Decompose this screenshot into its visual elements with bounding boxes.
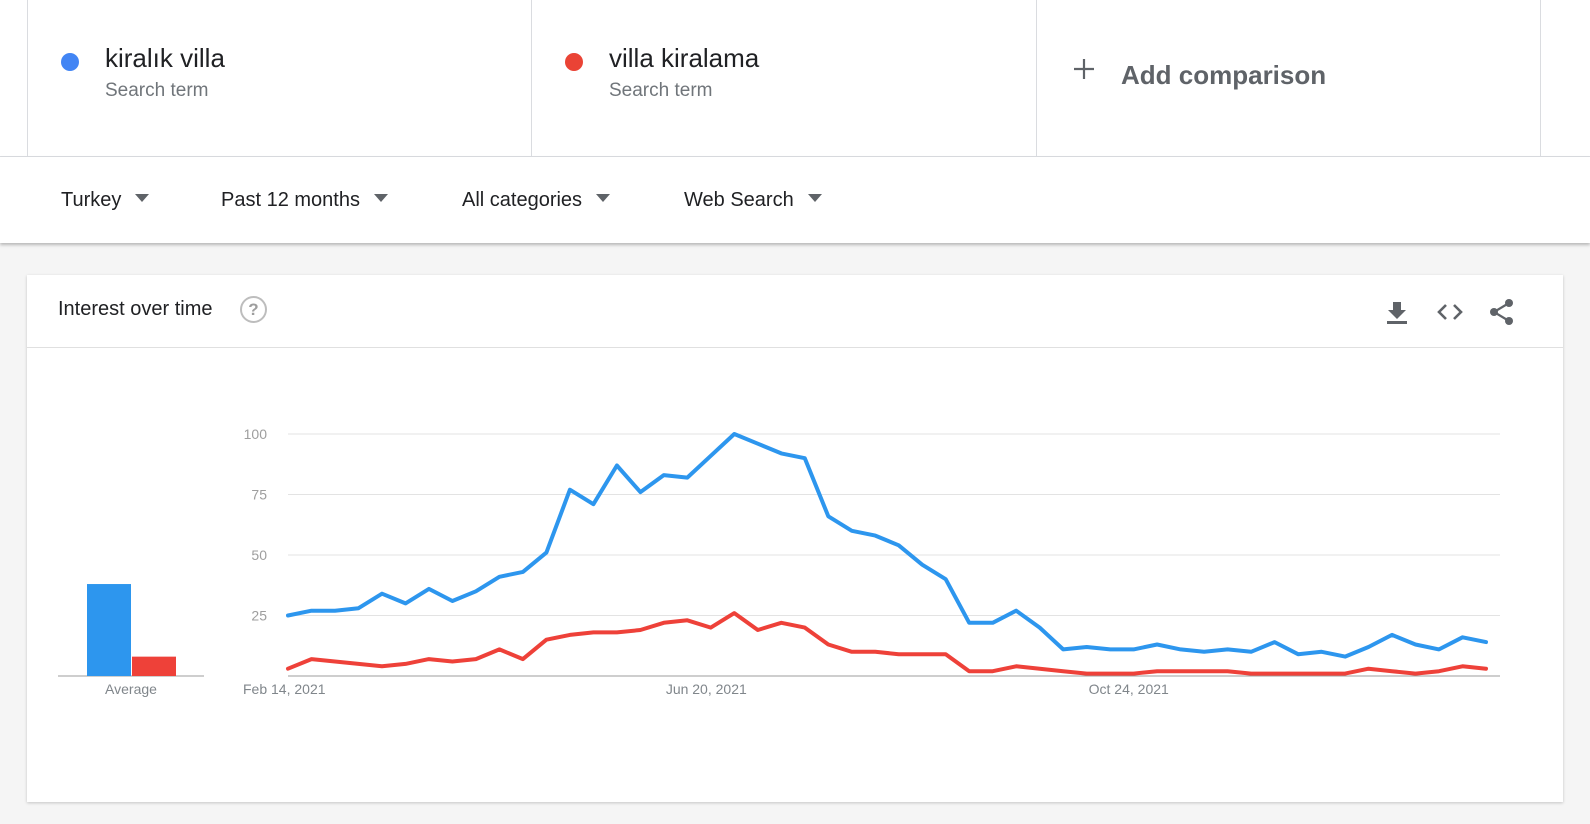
interest-over-time-card: Interest over time ? 25 50 75 100 Feb 14, 20… <box>27 275 1563 802</box>
download-icon[interactable] <box>1382 297 1412 327</box>
region-dropdown-label: Turkey <box>61 189 122 211</box>
term-card-2[interactable]: villa kiralama Search term <box>531 0 1036 156</box>
search-type-dropdown-label: Web Search <box>684 189 794 211</box>
interest-chart: 25 50 75 100 Feb 14, 2021 Jun 20, 2021 Oct 24,… <box>58 426 1500 697</box>
y-tick-label: 100 <box>244 426 268 442</box>
term-name[interactable]: kiralık villa <box>105 43 225 73</box>
term-name[interactable]: villa kiralama <box>609 43 760 73</box>
term-color-dot <box>61 53 79 71</box>
average-label: Average <box>105 681 157 697</box>
x-tick-label: Feb 14, 2021 <box>243 681 326 697</box>
series-line-1 <box>286 432 1488 659</box>
plus-icon <box>1073 56 1095 86</box>
time-range-dropdown-label: Past 12 months <box>221 189 360 211</box>
category-dropdown[interactable]: All categories <box>462 189 611 212</box>
add-comparison-label: Add comparison <box>1121 60 1327 90</box>
category-dropdown-label: All categories <box>462 189 583 211</box>
caret-down-icon <box>807 193 822 202</box>
time-range-dropdown[interactable]: Past 12 months <box>221 189 388 212</box>
caret-down-icon <box>135 193 150 202</box>
filter-bar: Turkey Past 12 months All categories Web… <box>0 157 1590 243</box>
help-icon[interactable]: ? <box>240 296 267 323</box>
average-bar-1 <box>87 584 131 676</box>
y-tick-label: 25 <box>251 608 267 624</box>
add-comparison-button[interactable]: Add comparison <box>1036 0 1541 156</box>
card-header: Interest over time ? <box>27 275 1563 348</box>
search-type-dropdown[interactable]: Web Search <box>684 189 822 212</box>
region-dropdown[interactable]: Turkey <box>61 189 150 212</box>
y-tick-label: 75 <box>251 487 267 503</box>
embed-code-icon[interactable] <box>1435 297 1465 327</box>
card-title: Interest over time <box>58 298 213 320</box>
y-tick-label: 50 <box>251 547 267 563</box>
series-line-2 <box>286 611 1488 676</box>
comparison-bar: kiralık villa Search term villa kiralama… <box>0 0 1590 157</box>
caret-down-icon <box>373 193 388 202</box>
term-type-label: Search term <box>105 80 209 101</box>
x-tick-label: Jun 20, 2021 <box>666 681 747 697</box>
term-color-dot <box>565 53 583 71</box>
caret-down-icon <box>596 193 611 202</box>
term-card-1[interactable]: kiralık villa Search term <box>27 0 532 156</box>
x-tick-label: Oct 24, 2021 <box>1089 681 1169 697</box>
average-bar-2 <box>132 656 176 676</box>
share-icon[interactable] <box>1487 297 1517 327</box>
term-type-label: Search term <box>609 80 713 101</box>
